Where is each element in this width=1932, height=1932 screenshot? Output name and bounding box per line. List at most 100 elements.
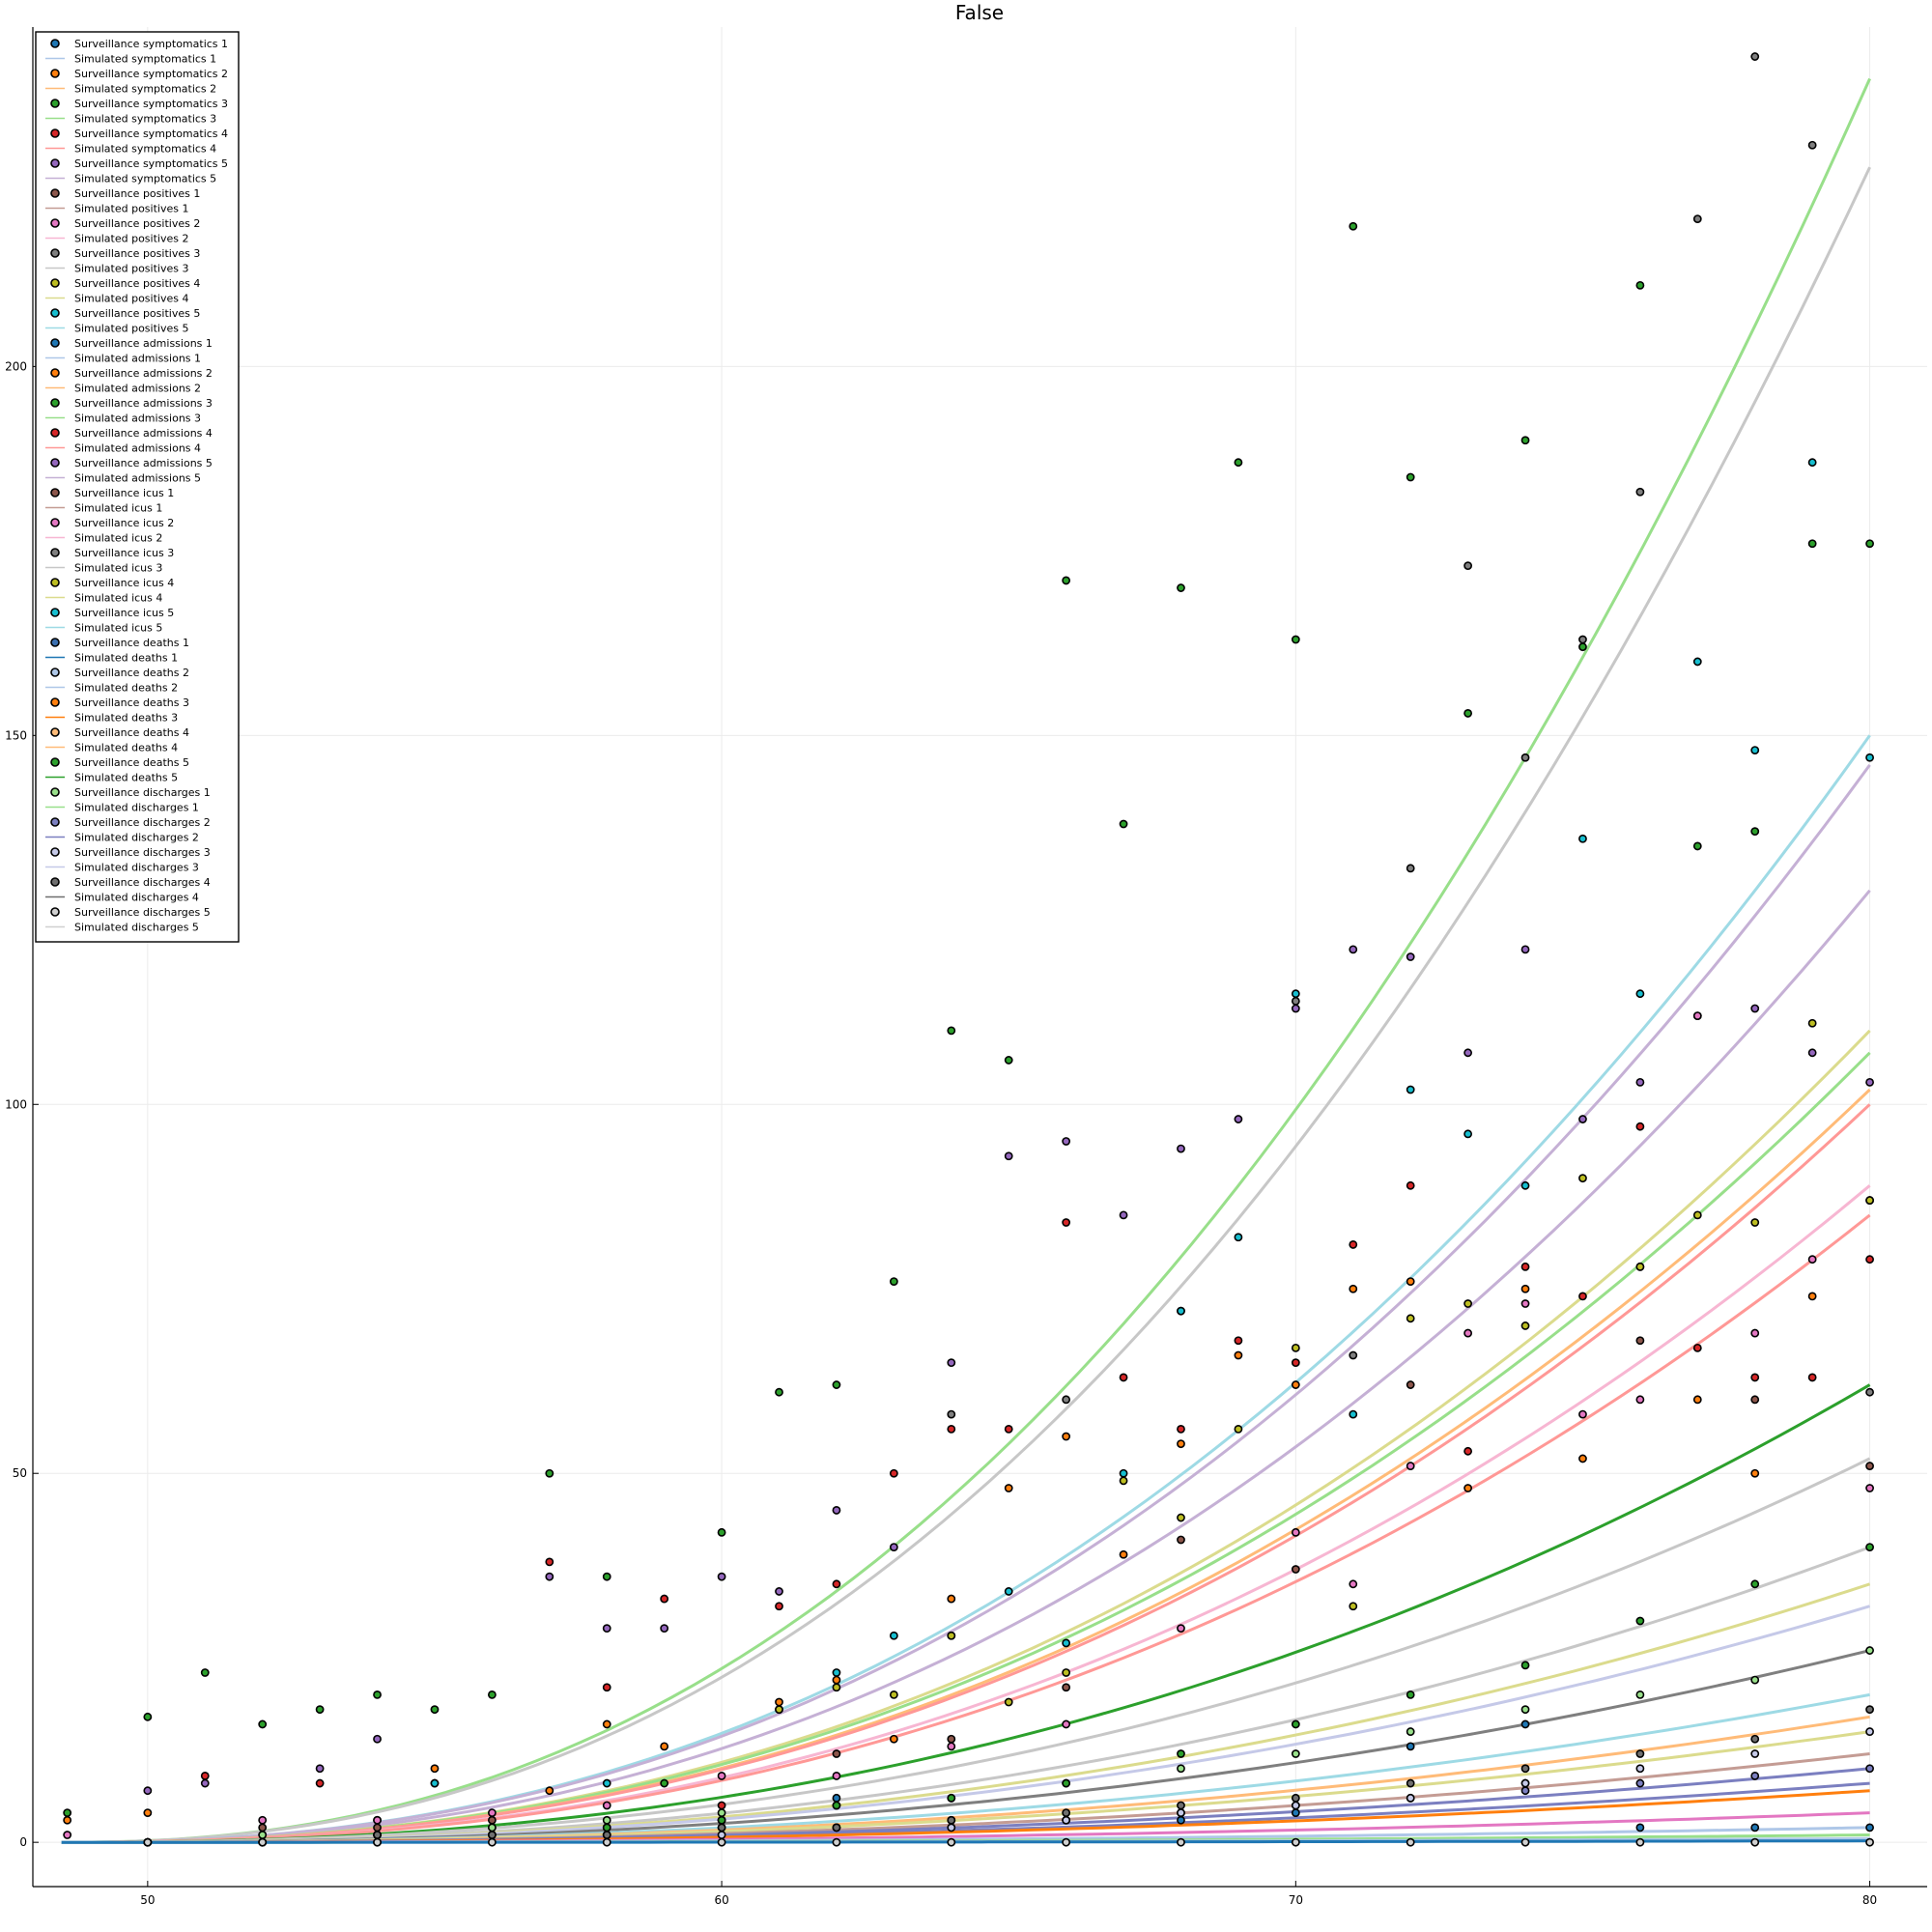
surveillance-point <box>1062 576 1071 585</box>
surveillance-point <box>1865 1837 1874 1847</box>
surveillance-point <box>373 1734 382 1744</box>
surveillance-point <box>1463 561 1473 571</box>
legend-entry-label: Surveillance symptomatics 2 <box>74 68 228 80</box>
surveillance-point <box>1520 1661 1530 1670</box>
surveillance-point <box>1520 1719 1530 1729</box>
surveillance-point <box>1520 1705 1530 1715</box>
surveillance-point <box>545 1468 554 1478</box>
surveillance-point <box>947 1631 956 1640</box>
legend-entry-label: Simulated discharges 5 <box>74 922 199 934</box>
surveillance-point <box>1635 1616 1645 1626</box>
surveillance-point <box>1234 458 1243 468</box>
legend-entry-label: Surveillance icus 4 <box>74 577 174 589</box>
surveillance-point <box>947 1823 956 1833</box>
surveillance-point <box>1865 1484 1874 1492</box>
surveillance-point <box>1177 1624 1185 1634</box>
surveillance-point <box>1578 642 1587 652</box>
y-tick-label: 200 <box>5 359 27 373</box>
surveillance-point <box>1520 1284 1530 1293</box>
surveillance-point <box>1520 1262 1530 1271</box>
legend-marker <box>50 278 60 288</box>
surveillance-point <box>1004 1484 1013 1492</box>
y-tick-label: 50 <box>13 1466 27 1480</box>
surveillance-point <box>1291 1565 1300 1574</box>
surveillance-point <box>1406 1277 1415 1287</box>
simulated-line <box>61 889 1871 1844</box>
legend-marker <box>50 248 60 258</box>
surveillance-point <box>1865 1255 1874 1264</box>
legend-entry-label: Surveillance symptomatics 5 <box>74 157 228 170</box>
legend-entry-label: Simulated discharges 4 <box>74 892 199 904</box>
surveillance-point <box>1807 1292 1817 1301</box>
legend-marker <box>50 518 60 527</box>
surveillance-point <box>1692 1210 1702 1220</box>
surveillance-point <box>258 1837 268 1847</box>
surveillance-point <box>1291 1358 1300 1368</box>
legend-box <box>35 31 240 943</box>
legend-entry-label: Simulated discharges 2 <box>74 832 199 844</box>
surveillance-point <box>1234 1233 1243 1242</box>
surveillance-point <box>1406 952 1415 961</box>
legend-entry-label: Simulated positives 2 <box>74 233 188 245</box>
legend-marker <box>50 308 60 318</box>
surveillance-point <box>1119 819 1128 829</box>
legend-entry-label: Surveillance deaths 4 <box>74 726 189 739</box>
surveillance-point <box>200 1668 210 1677</box>
surveillance-point <box>373 1690 382 1699</box>
surveillance-point <box>1406 1690 1415 1699</box>
surveillance-point <box>1635 1077 1645 1087</box>
legend-entry-label: Surveillance positives 2 <box>74 217 200 230</box>
surveillance-point <box>832 1668 841 1677</box>
surveillance-point <box>947 1837 956 1847</box>
surveillance-point <box>1807 1373 1817 1382</box>
y-tick-label: 0 <box>19 1835 27 1849</box>
surveillance-point <box>1406 1314 1415 1323</box>
surveillance-point <box>1406 1793 1415 1803</box>
legend-entry-label: Surveillance admissions 2 <box>74 367 213 380</box>
surveillance-point <box>717 1772 726 1780</box>
surveillance-point <box>1692 1395 1702 1405</box>
legend-entry-label: Surveillance deaths 1 <box>74 637 189 649</box>
surveillance-point <box>1865 1764 1874 1774</box>
surveillance-point <box>889 1631 898 1640</box>
legend-entry-label: Simulated icus 5 <box>74 622 162 635</box>
surveillance-point <box>1520 945 1530 954</box>
surveillance-point <box>1578 1454 1587 1463</box>
surveillance-point <box>1750 1218 1760 1227</box>
surveillance-point <box>660 1624 669 1634</box>
surveillance-point <box>63 1808 72 1818</box>
legend-entry-label: Surveillance admissions 3 <box>74 397 213 410</box>
surveillance-point <box>1177 583 1185 592</box>
legend-entry-label: Surveillance admissions 5 <box>74 457 213 469</box>
surveillance-point <box>1463 1328 1473 1338</box>
surveillance-point <box>487 1815 497 1825</box>
surveillance-point <box>1807 458 1817 468</box>
surveillance-point <box>889 1734 898 1744</box>
surveillance-point <box>1520 1321 1530 1330</box>
surveillance-point <box>1004 1424 1013 1434</box>
legend-entry-label: Surveillance discharges 4 <box>74 876 211 889</box>
surveillance-point <box>1865 1646 1874 1655</box>
legend-entry-label: Surveillance discharges 1 <box>74 786 211 799</box>
legend-entry-label: Simulated discharges 3 <box>74 862 199 874</box>
surveillance-point <box>1520 1299 1530 1308</box>
surveillance-point <box>1578 1409 1587 1419</box>
surveillance-point <box>1750 1734 1760 1744</box>
surveillance-point <box>775 1697 783 1707</box>
surveillance-point <box>660 1594 669 1604</box>
surveillance-point <box>1865 753 1874 762</box>
surveillance-point <box>200 1778 210 1788</box>
legend-entry-label: Surveillance positives 4 <box>74 277 200 290</box>
surveillance-point <box>602 1683 611 1692</box>
simulated-line <box>61 1839 1870 1844</box>
surveillance-point <box>1062 1395 1071 1405</box>
legend-entry-label: Simulated icus 3 <box>74 562 162 575</box>
legend-entry-label: Surveillance icus 2 <box>74 517 174 529</box>
legend-entry-label: Surveillance icus 1 <box>74 487 174 499</box>
legend-marker <box>50 548 60 557</box>
surveillance-point <box>717 1823 726 1833</box>
legend-marker <box>50 39 60 48</box>
surveillance-point <box>1062 1432 1071 1441</box>
